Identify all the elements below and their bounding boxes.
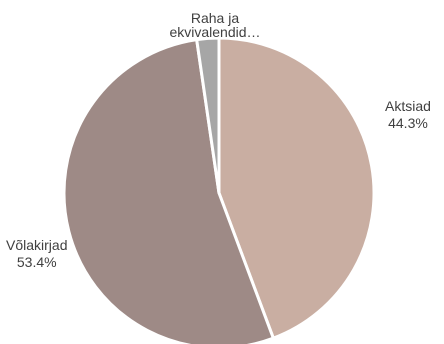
pie-slice-2 [62, 38, 275, 344]
slice-percent-label: 44.3% [388, 115, 428, 131]
slice-category-label: Võlakirjad [6, 237, 68, 253]
slice-category-label: Aktsiad [385, 98, 431, 114]
slice-category-label-line2: ekvivalendid… [169, 24, 261, 40]
slice-label-raha: Raha ja ekvivalendid… [152, 10, 278, 41]
slice-percent-label: 53.4% [16, 254, 57, 270]
slice-category-label-line1: Raha ja [190, 10, 240, 26]
pie-slices [62, 36, 376, 344]
slice-label-volakirjad: Võlakirjad 53.4% [6, 237, 67, 271]
slice-label-aktsiad: Aktsiad 44.3% [385, 98, 431, 132]
pie-slice-1 [217, 36, 376, 340]
pie-slice-3 [195, 36, 221, 195]
